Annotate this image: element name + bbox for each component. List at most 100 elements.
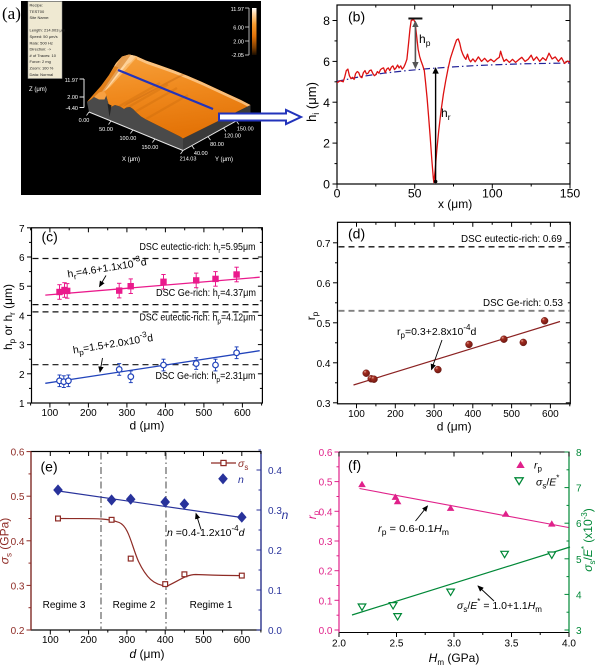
svg-text:0.4: 0.4 — [11, 537, 25, 548]
svg-text:(e): (e) — [41, 459, 58, 475]
svg-text:150: 150 — [560, 187, 581, 201]
svg-text:3.5: 3.5 — [505, 639, 519, 650]
svg-text:0.2: 0.2 — [268, 546, 282, 557]
svg-text:-2.05: -2.05 — [231, 53, 244, 59]
svg-text:100: 100 — [348, 409, 365, 420]
svg-text:hr: hr — [441, 106, 451, 122]
svg-text:2.5: 2.5 — [390, 639, 404, 650]
svg-text:0.5: 0.5 — [319, 478, 333, 489]
svg-text:(d): (d) — [348, 226, 365, 242]
svg-text:150.00: 150.00 — [237, 126, 254, 132]
svg-text:4: 4 — [323, 96, 330, 110]
svg-text:0: 0 — [323, 178, 330, 192]
svg-text:Zoom: 100 %: Zoom: 100 % — [30, 66, 54, 71]
svg-text:0.6: 0.6 — [11, 448, 25, 459]
svg-text:(b): (b) — [348, 9, 365, 25]
svg-text:100: 100 — [482, 187, 503, 201]
svg-text:5: 5 — [19, 282, 25, 293]
svg-text:hp: hp — [419, 32, 431, 48]
svg-text:100.00: 100.00 — [119, 136, 136, 142]
svg-text:0.00: 0.00 — [79, 118, 90, 124]
svg-text:DSC Ge-rich: 0.53: DSC Ge-rich: 0.53 — [483, 298, 563, 309]
svg-text:0.2: 0.2 — [319, 567, 333, 578]
svg-text:rp: rp — [305, 510, 321, 519]
svg-text:0.5: 0.5 — [317, 319, 331, 330]
svg-text:Regime 1: Regime 1 — [190, 600, 233, 611]
svg-text:0.4: 0.4 — [268, 466, 282, 477]
svg-text:(f): (f) — [348, 457, 361, 473]
svg-text:8: 8 — [576, 448, 582, 459]
svg-text:σs/E* = 1.0+1.1Hm: σs/E* = 1.0+1.1Hm — [457, 597, 542, 614]
svg-text:Site Name:: Site Name: — [30, 15, 50, 20]
svg-text:0.2: 0.2 — [11, 626, 25, 637]
svg-text:n: n — [238, 474, 244, 486]
svg-text:n =0.4-1.2x10-4d: n =0.4-1.2x10-4d — [167, 524, 246, 539]
svg-text:σs (GPa): σs (GPa) — [0, 518, 14, 565]
svg-text:0.0: 0.0 — [319, 626, 333, 637]
svg-text:150.00: 150.00 — [141, 145, 158, 151]
svg-text:6: 6 — [323, 55, 330, 69]
svg-text:500: 500 — [503, 409, 520, 420]
svg-text:(a): (a) — [2, 4, 21, 23]
svg-text:40.00: 40.00 — [194, 151, 208, 157]
svg-text:200: 200 — [387, 409, 404, 420]
svg-text:DSC eutectic-rich: 0.69: DSC eutectic-rich: 0.69 — [461, 234, 562, 245]
svg-text:3: 3 — [19, 341, 25, 352]
svg-text:7: 7 — [576, 484, 582, 495]
svg-text:Direction: ->: Direction: -> — [30, 47, 52, 52]
svg-text:600: 600 — [542, 409, 559, 420]
svg-text:4.0: 4.0 — [562, 639, 576, 650]
svg-text:2.00: 2.00 — [67, 95, 78, 101]
svg-text:8: 8 — [323, 14, 330, 28]
svg-text:2.0: 2.0 — [332, 639, 346, 650]
svg-text:500: 500 — [196, 408, 213, 419]
svg-text:σs/E* (x10-3): σs/E* (x10-3) — [580, 508, 597, 572]
svg-text:0.4: 0.4 — [319, 507, 333, 518]
svg-text:rp=0.3+2.8x10-4d: rp=0.3+2.8x10-4d — [397, 323, 476, 340]
svg-text:3.0: 3.0 — [447, 639, 461, 650]
svg-text:300: 300 — [119, 408, 136, 419]
svg-text:300: 300 — [426, 409, 443, 420]
svg-text:6: 6 — [576, 519, 582, 530]
svg-text:1: 1 — [19, 399, 25, 410]
svg-text:DSC Ge-rich: hr=4.37μm: DSC Ge-rich: hr=4.37μm — [156, 288, 256, 301]
svg-text:600: 600 — [233, 635, 250, 646]
svg-text:300: 300 — [119, 635, 136, 646]
svg-text:400: 400 — [157, 408, 174, 419]
svg-text:600: 600 — [234, 408, 251, 419]
svg-text:(c): (c) — [42, 229, 58, 245]
svg-text:hi (μm): hi (μm) — [304, 82, 321, 122]
svg-text:100: 100 — [42, 635, 59, 646]
svg-text:200: 200 — [80, 408, 97, 419]
svg-text:0.5: 0.5 — [11, 492, 25, 503]
svg-text:4: 4 — [19, 311, 25, 322]
svg-text:Length: 214.003 μm: Length: 214.003 μm — [30, 28, 66, 33]
svg-text:X (μm): X (μm) — [122, 157, 140, 163]
svg-text:TEST00: TEST00 — [30, 9, 45, 14]
svg-text:50.00: 50.00 — [99, 127, 113, 133]
svg-text:5: 5 — [576, 555, 582, 566]
svg-text:50: 50 — [408, 187, 422, 201]
svg-text:0.7: 0.7 — [317, 239, 331, 250]
svg-text:Hm (GPa): Hm (GPa) — [429, 651, 480, 667]
svg-text:d (μm): d (μm) — [129, 419, 164, 433]
svg-text:DSC eutectic-rich: hp=4.12μm: DSC eutectic-rich: hp=4.12μm — [140, 313, 256, 326]
svg-text:11.97: 11.97 — [65, 78, 78, 84]
svg-text:400: 400 — [464, 409, 481, 420]
svg-text:4: 4 — [576, 590, 582, 601]
svg-text:6.00: 6.00 — [233, 26, 244, 32]
svg-text:500: 500 — [195, 635, 212, 646]
svg-text:200: 200 — [80, 635, 97, 646]
svg-text:hp or hr (μm): hp or hr (μm) — [1, 284, 17, 350]
svg-text:100: 100 — [42, 408, 59, 419]
svg-text:0.1: 0.1 — [268, 586, 282, 597]
svg-text:Regime 3: Regime 3 — [43, 600, 86, 611]
svg-text:2: 2 — [19, 370, 25, 381]
svg-text:σs/E*: σs/E* — [536, 474, 559, 491]
svg-text:rp: rp — [534, 460, 543, 474]
svg-text:n: n — [282, 508, 289, 522]
svg-text:2.00: 2.00 — [233, 40, 244, 46]
svg-text:rp = 0.6-0.1Hm: rp = 0.6-0.1 Hm — [378, 523, 449, 537]
svg-text:rp: rp — [304, 311, 320, 320]
svg-text:400: 400 — [157, 635, 174, 646]
